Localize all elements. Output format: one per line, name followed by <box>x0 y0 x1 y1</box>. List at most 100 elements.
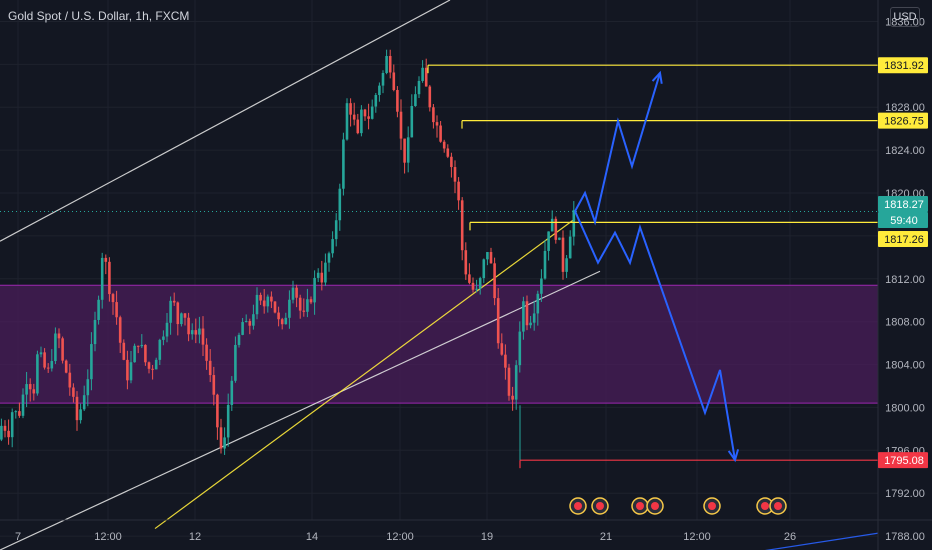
candle-body <box>216 394 219 428</box>
candle-body <box>122 342 126 360</box>
candle-body <box>259 294 262 301</box>
candle-body <box>399 111 403 139</box>
time-tick-label: 26 <box>784 531 796 543</box>
candle-body <box>338 188 342 221</box>
candle-body <box>187 317 190 335</box>
candle-body <box>482 259 486 279</box>
candle-body <box>82 395 86 410</box>
candle-body <box>378 85 381 95</box>
candle-body <box>457 181 460 201</box>
candle-body <box>529 322 532 326</box>
projection-up-path <box>574 72 661 226</box>
price-tick-label: 1792.00 <box>885 488 925 500</box>
candle-body <box>406 137 410 163</box>
candle-body <box>475 288 478 290</box>
candle-body <box>316 272 320 278</box>
event-flag-center <box>574 502 582 510</box>
candle-body <box>356 119 360 134</box>
candle-body <box>180 313 183 325</box>
candle-body <box>262 300 266 307</box>
time-tick-label: 12 <box>189 531 201 543</box>
candle-body <box>324 262 327 283</box>
price-tag-bg <box>878 112 928 129</box>
candle-body <box>212 375 216 395</box>
candle-body <box>0 425 3 440</box>
candle-body <box>75 396 79 421</box>
candle-body <box>115 302 118 318</box>
candle-body <box>158 339 162 360</box>
candle-body <box>266 296 270 307</box>
trendline <box>0 270 601 550</box>
price-tag-label: 1831.92 <box>884 60 924 72</box>
candlestick-series <box>0 49 576 455</box>
economic-events[interactable] <box>569 497 787 515</box>
price-tag-label: 59:40 <box>890 215 918 227</box>
price-tick-label: 1836.00 <box>885 16 925 28</box>
candle-body <box>277 312 280 320</box>
time-tick-label: 7 <box>15 531 21 543</box>
candle-body <box>511 395 514 400</box>
candle-body <box>219 427 223 449</box>
candle-body <box>561 237 565 272</box>
candle-body <box>79 409 82 421</box>
candle-body <box>270 296 273 302</box>
candle-body <box>39 352 43 355</box>
currency-button[interactable]: USD <box>890 7 920 27</box>
candle-body <box>32 389 36 394</box>
price-axis[interactable]: 1836.001832.001828.001824.001820.001816.… <box>877 0 932 550</box>
candle-body <box>147 362 151 369</box>
candle-body <box>165 322 169 337</box>
projection-up-arrowhead <box>651 70 663 84</box>
candle-body <box>108 261 111 295</box>
candle-body <box>237 334 241 345</box>
candle-body <box>518 331 522 366</box>
candle-body <box>507 367 511 396</box>
candle-body <box>68 372 72 388</box>
symbol-title[interactable]: Gold Spot / U.S. Dollar, 1h, FXCM <box>8 9 190 23</box>
trendline <box>764 532 881 550</box>
candle-body <box>183 313 187 318</box>
candle-body <box>284 317 288 325</box>
candle-body <box>104 257 108 262</box>
candle-body <box>208 360 212 376</box>
candle-body <box>504 354 507 368</box>
price-tick-label: 1800.00 <box>885 402 925 414</box>
candle-body <box>46 367 50 369</box>
candle-body <box>234 344 237 381</box>
candle-body <box>414 94 417 107</box>
candle-body <box>205 344 208 361</box>
candle-body <box>226 404 230 438</box>
candle-body <box>388 55 392 73</box>
consolidation-zone <box>0 284 878 404</box>
candle-body <box>536 293 540 314</box>
candle-body <box>435 122 439 126</box>
trendline <box>154 218 576 530</box>
candle-body <box>295 287 298 298</box>
candle-body <box>176 302 180 325</box>
candle-body <box>464 250 468 275</box>
candle-body <box>3 425 7 431</box>
candle-body <box>28 384 32 390</box>
candle-body <box>14 411 18 413</box>
candle-body <box>320 272 324 283</box>
candle-body <box>327 253 331 263</box>
candle-body <box>428 86 432 108</box>
candle-body <box>522 301 525 332</box>
candle-body <box>43 352 46 368</box>
candle-body <box>565 258 568 272</box>
candle-body <box>154 359 158 370</box>
candle-body <box>417 80 421 95</box>
time-axis[interactable]: 7 12:00 12 14 12:00 19 21 12:00 26 <box>0 519 932 543</box>
horizontal-levels <box>0 64 878 469</box>
candle-body <box>190 330 194 335</box>
price-tick-label: 1812.00 <box>885 274 925 286</box>
candle-body <box>540 278 543 294</box>
candle-body <box>525 301 529 326</box>
candle-body <box>367 116 370 119</box>
candle-body <box>93 319 97 345</box>
event-flag-center <box>636 502 644 510</box>
candle-body <box>129 362 133 381</box>
event-flag-center <box>774 502 782 510</box>
candle-body <box>349 103 352 115</box>
